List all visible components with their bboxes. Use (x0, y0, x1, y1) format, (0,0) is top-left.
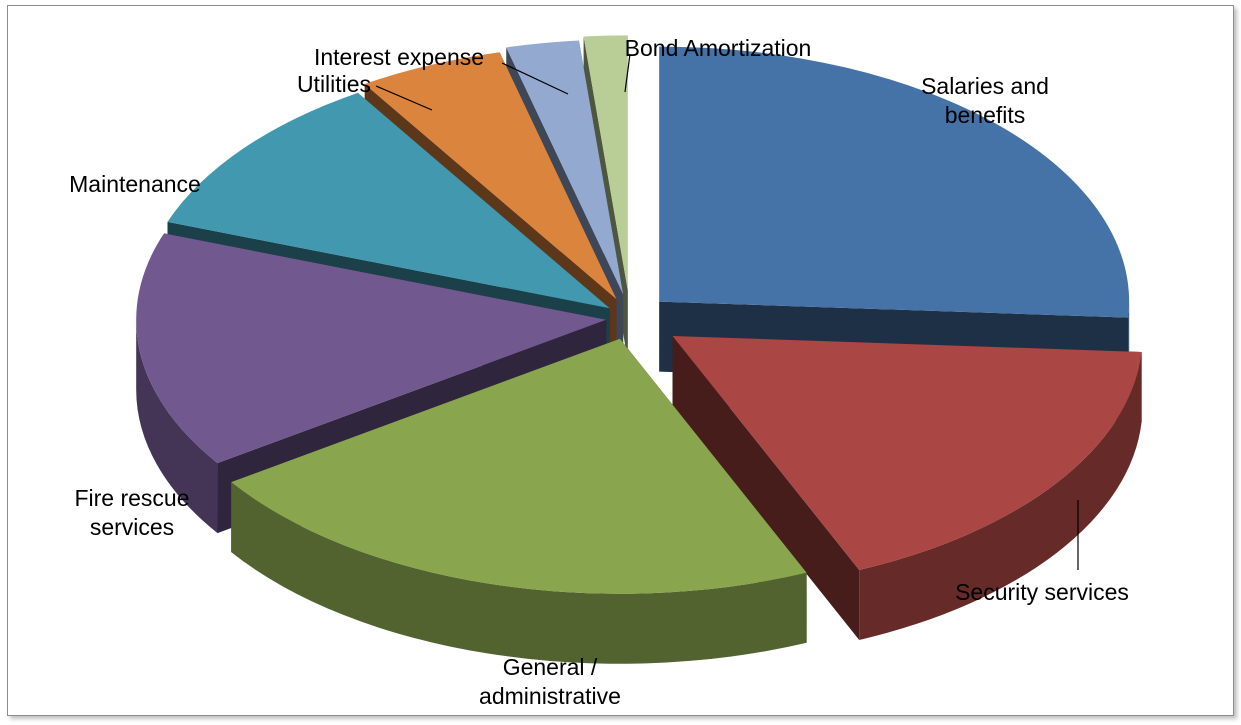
data-label-bond-amortization: Bond Amortization (625, 35, 812, 61)
data-label-line: Security services (955, 579, 1129, 605)
slice-top (167, 92, 610, 309)
slice-top (364, 52, 617, 300)
data-label-line: benefits (945, 102, 1026, 128)
slice-top (659, 46, 1130, 318)
slice-general-administrative (231, 338, 807, 664)
data-label-line: administrative (479, 683, 621, 709)
slice-top (231, 338, 807, 594)
data-label-interest-expense: Interest expense (314, 44, 484, 70)
data-label-general-administrative: General / administrative (479, 654, 621, 709)
slice-side-wall (672, 335, 860, 640)
data-label-line: services (90, 514, 174, 540)
leader-line-utilities (375, 85, 433, 111)
slice-rim (859, 351, 1142, 640)
data-label-line: Fire rescue (74, 485, 189, 511)
data-label-line: Maintenance (69, 171, 201, 197)
data-label-line: General / (503, 654, 598, 680)
slice-security-services (672, 335, 1142, 640)
slice-top (672, 335, 1142, 570)
data-label-security-services: Security services (955, 579, 1129, 605)
data-label-utilities: Utilities (297, 71, 371, 97)
leader-line-interest-expense (501, 62, 569, 95)
slice-top (583, 35, 628, 291)
leader-line-bond-amortization (624, 53, 631, 93)
data-label-salaries-and-benefits: Salaries and benefits (921, 73, 1049, 128)
data-label-line: Interest expense (314, 44, 484, 70)
slice-top (506, 40, 624, 295)
slice-rim (231, 482, 807, 664)
data-label-line: Salaries and (921, 73, 1049, 99)
data-label-line: Utilities (297, 71, 371, 97)
slice-rim (136, 319, 218, 534)
data-label-maintenance: Maintenance (69, 171, 201, 197)
slice-salaries-and-benefits (659, 46, 1130, 388)
data-label-line: Bond Amortization (625, 35, 812, 61)
data-label-fire-rescue-services: Fire rescue services (74, 485, 189, 540)
slice-top (136, 233, 607, 464)
